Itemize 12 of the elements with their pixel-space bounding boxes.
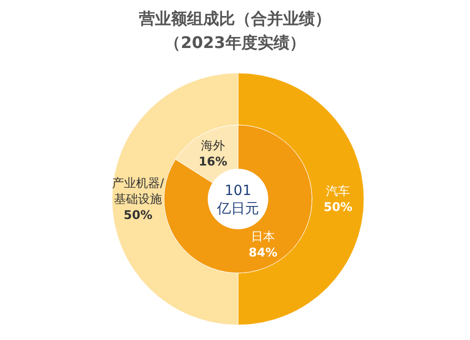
slice-label: 海外 [200, 138, 225, 152]
data-label: 84% [248, 246, 278, 260]
data-label: 16% [198, 154, 228, 168]
data-label: 50% [124, 208, 152, 222]
slice-label: 产业机器/基础设施 [112, 176, 165, 206]
data-label: 50% [324, 200, 352, 214]
slice-label: 汽车 [326, 184, 350, 198]
chart-subtitle: （2023年度实绩） [164, 33, 306, 52]
text: 亿日元 [216, 201, 259, 217]
chart-title: 营业额组成比（合并业绩） [138, 9, 331, 28]
text: 101 [224, 183, 252, 199]
slice-label: 日本 [251, 230, 276, 244]
